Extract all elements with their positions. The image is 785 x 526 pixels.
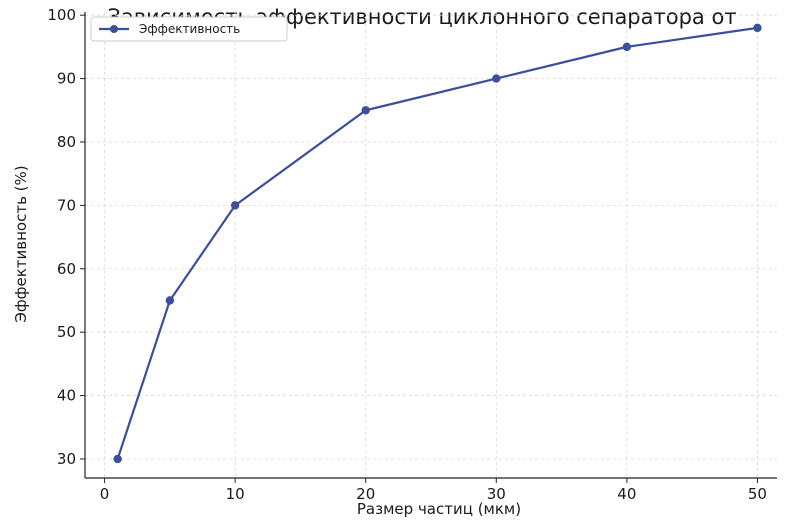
y-tick-label: 70 [57, 196, 76, 214]
x-tick-label: 10 [226, 485, 245, 503]
data-point [230, 201, 240, 210]
y-axis-label: Эффективность (%) [12, 165, 30, 322]
data-point [113, 454, 122, 464]
y-tick-label: 30 [57, 450, 76, 468]
data-point [361, 106, 370, 115]
x-tick-label: 30 [487, 485, 506, 503]
legend-marker [110, 25, 118, 33]
series-layer [113, 23, 762, 464]
y-tick-label: 60 [57, 260, 76, 278]
data-point [165, 296, 175, 305]
data-point [753, 23, 762, 33]
legend: Эффективность [90, 16, 288, 42]
x-tick-label: 0 [100, 485, 110, 503]
y-tick-label: 80 [57, 133, 76, 151]
series-line [116, 26, 758, 460]
y-tick-label: 50 [57, 323, 76, 341]
x-axis-label: Размер частиц (мкм) [357, 500, 521, 518]
x-tick-label: 20 [356, 485, 375, 503]
axes: 0 10 20 30 40 50 30 40 50 60 70 80 90 100 [47, 6, 777, 503]
legend-box [90, 16, 288, 42]
legend-label: Эффективность [139, 22, 240, 36]
x-tick-label: 40 [617, 485, 636, 503]
x-tick-label: 50 [748, 485, 767, 503]
data-point [622, 42, 632, 52]
y-tick-label: 40 [57, 387, 76, 405]
data-point [492, 74, 501, 83]
y-tick-label: 90 [57, 70, 76, 88]
y-tick-label: 100 [47, 6, 76, 24]
grid [85, 12, 777, 478]
